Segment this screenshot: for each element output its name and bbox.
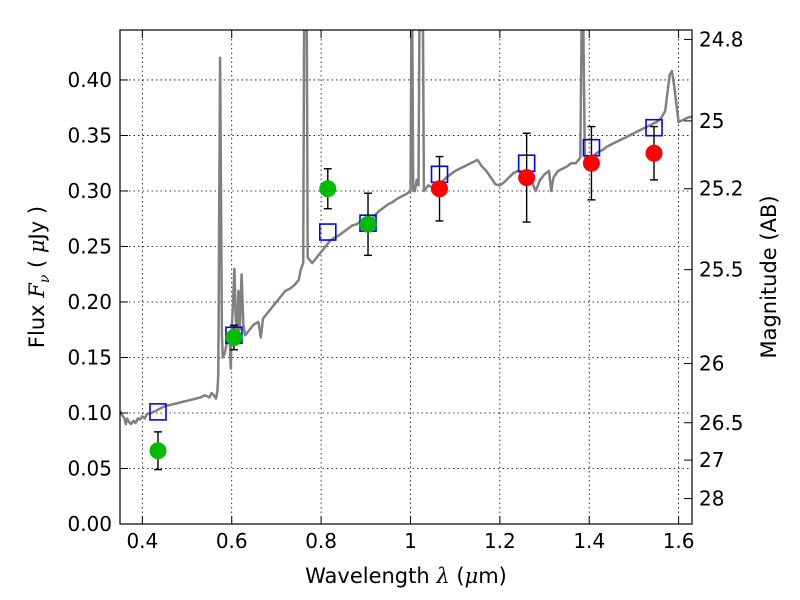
x-axis-label: Wavelength λ (μm) [305, 564, 507, 588]
y2-axis-label: Magnitude (AB) [757, 195, 781, 358]
y2-tick-label: 24.8 [699, 27, 744, 51]
observed-circle-marker [319, 180, 337, 198]
x-tick-label: 1.6 [663, 529, 695, 553]
x-tick-label: 1.4 [573, 529, 605, 553]
observed-circle-marker [518, 169, 536, 187]
observed-circle-marker [645, 144, 663, 162]
y2-tick-label: 26 [699, 352, 724, 376]
x-tick-label: 1 [404, 529, 417, 553]
x-tick-label: 1.2 [484, 529, 516, 553]
y-tick-label: 0.10 [67, 401, 112, 425]
y2-tick-label: 28 [699, 487, 724, 511]
y2-tick-label: 25.2 [699, 177, 744, 201]
y-tick-label: 0.40 [67, 68, 112, 92]
y-tick-label: 0.25 [67, 234, 112, 258]
plot-frame [119, 29, 693, 525]
axis-ticks: 0.4 0.6 0.8 1 1.2 1.4 1.6 0.00 0.05 0.10 0.15 0.20 0… [67, 27, 743, 553]
observed-circle-marker [582, 154, 600, 172]
observed-circle-marker [359, 215, 377, 233]
observed-circle-marker [431, 180, 449, 198]
y-tick-label: 0.15 [67, 345, 112, 369]
x-tick-label: 0.6 [216, 529, 248, 553]
y-axis-label: Flux Fν ( μJy ) [25, 206, 53, 348]
y2-tick-label: 25 [699, 109, 724, 133]
y-tick-label: 0.00 [67, 512, 112, 536]
photometry-markers [149, 118, 663, 471]
y-tick-label: 0.35 [67, 123, 112, 147]
y2-tick-label: 25.5 [699, 258, 744, 282]
model-square-marker [318, 223, 337, 241]
observed-circle-marker [225, 329, 243, 347]
y-tick-label: 0.20 [67, 290, 112, 314]
y2-tick-label: 27 [699, 448, 724, 472]
model-square-marker [149, 403, 167, 421]
x-tick-label: 0.8 [305, 529, 337, 553]
y-tick-label: 0.05 [67, 456, 112, 480]
plot-background [120, 30, 692, 524]
observed-circle-marker [149, 442, 167, 460]
x-tick-label: 0.4 [126, 529, 158, 553]
y2-tick-label: 26.5 [699, 411, 744, 435]
y-tick-label: 0.30 [67, 179, 112, 203]
